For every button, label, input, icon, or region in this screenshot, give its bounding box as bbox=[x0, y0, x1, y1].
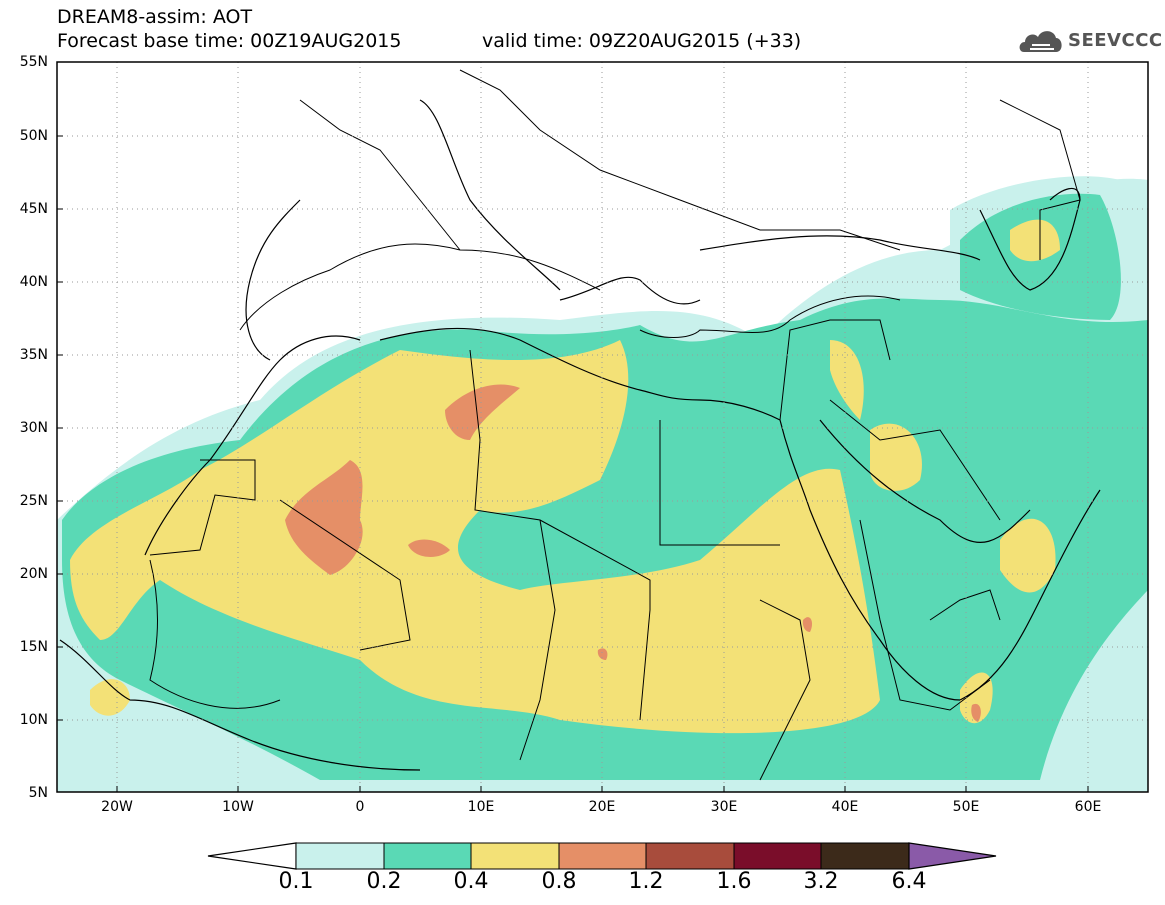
lon-label: 60E bbox=[1074, 799, 1102, 815]
lat-label: 5N bbox=[28, 785, 48, 801]
axis-ticks bbox=[57, 61, 1089, 792]
lon-label: 30E bbox=[710, 799, 738, 815]
aot-band-0.4 bbox=[70, 340, 880, 734]
lon-label: 40E bbox=[831, 799, 859, 815]
colorbar-label: 1.2 bbox=[628, 869, 664, 894]
lat-label: 25N bbox=[19, 493, 48, 509]
aot-band-0.8-sahara bbox=[285, 460, 363, 575]
colorbar-label: 3.2 bbox=[803, 869, 839, 894]
valid-time: valid time: 09Z20AUG2015 (+33) bbox=[482, 30, 802, 52]
aot-band-0.4-arabia bbox=[830, 340, 864, 420]
logo-text: SEEVCCC bbox=[1068, 30, 1163, 51]
lat-label: 55N bbox=[19, 54, 48, 70]
colorbar-label: 0.4 bbox=[453, 869, 489, 894]
aot-band-0.4-somalia bbox=[960, 672, 993, 724]
seevccc-logo: SEEVCCC bbox=[1018, 22, 1162, 58]
aot-field bbox=[57, 62, 1148, 792]
coastlines bbox=[59, 99, 1101, 771]
colorbar-label: 0.2 bbox=[366, 869, 402, 894]
aot-band-0.4-gulf bbox=[870, 423, 922, 491]
colorbar-label: 6.4 bbox=[891, 869, 927, 894]
aot-band-0.8-niger bbox=[408, 539, 450, 557]
colorbar-label: 0.8 bbox=[541, 869, 577, 894]
aot-band-0.8-algeria bbox=[445, 384, 520, 440]
lon-label: 10W bbox=[222, 799, 254, 815]
aot-band-0.4-caspian bbox=[1010, 219, 1060, 262]
lat-label: 20N bbox=[19, 566, 48, 582]
lon-label: 50E bbox=[952, 799, 980, 815]
country-borders bbox=[149, 69, 1081, 781]
map-title: DREAM8-assim: AOT bbox=[57, 6, 253, 28]
aot-band-0.8-somalia bbox=[971, 703, 981, 722]
lon-label: 0 bbox=[355, 799, 365, 815]
aot-band-0.8-ethiopia bbox=[802, 617, 813, 632]
lon-label: 10E bbox=[467, 799, 495, 815]
lat-label: 45N bbox=[19, 201, 48, 217]
lat-label: 35N bbox=[19, 347, 48, 363]
aot-band-0.4-westcoast bbox=[90, 679, 130, 716]
cloud-icon bbox=[1019, 31, 1062, 52]
lon-label: 20E bbox=[588, 799, 616, 815]
colorbar-label: 1.6 bbox=[716, 869, 752, 894]
lat-label: 15N bbox=[19, 639, 48, 655]
lat-label: 50N bbox=[19, 128, 48, 144]
forecast-base-time: Forecast base time: 00Z19AUG2015 bbox=[57, 30, 402, 52]
aot-band-0.8-chad bbox=[597, 648, 608, 660]
colorbar-label: 0.1 bbox=[278, 869, 314, 894]
lat-label: 30N bbox=[19, 420, 48, 436]
lat-label: 10N bbox=[19, 712, 48, 728]
aot-band-0.4-oman bbox=[1000, 518, 1056, 593]
gridlines bbox=[57, 62, 1148, 792]
lat-label: 40N bbox=[19, 274, 48, 290]
lon-label: 20W bbox=[101, 799, 133, 815]
